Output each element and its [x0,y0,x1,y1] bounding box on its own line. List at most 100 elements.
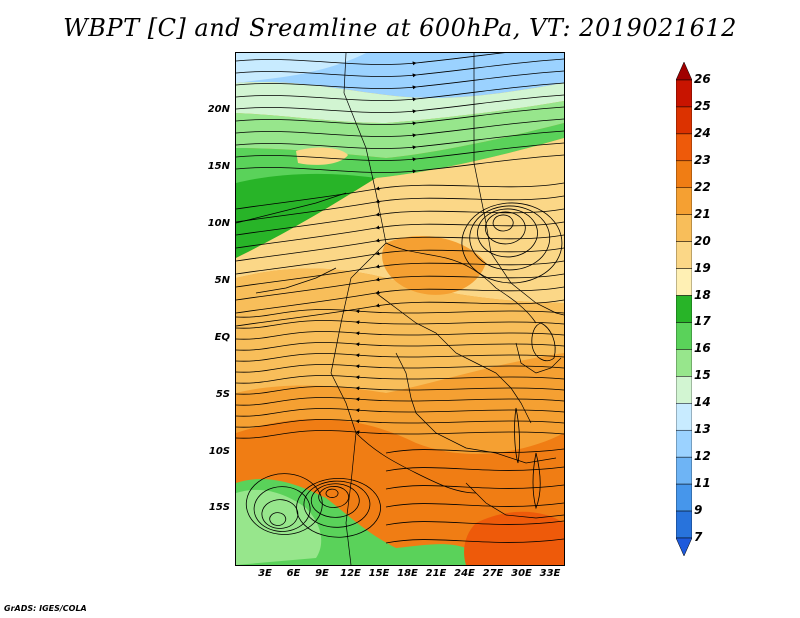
colorbar-segment [676,295,692,323]
streamline [492,214,514,232]
field-red-orange-se [464,511,564,565]
y-axis-label: 10S [208,446,230,457]
y-axis-label: 5S [215,389,230,400]
streamline [236,106,564,126]
colorbar-segment [676,349,692,377]
colorbar-label: 7 [694,530,703,544]
y-axis-label: 10N [207,218,230,229]
streamline [236,299,564,327]
y-axis-label: EQ [214,332,230,343]
field-green-sw-light [236,489,322,565]
colorbar-segment [676,133,692,162]
field-blue-light [236,53,366,83]
lakes [514,322,556,510]
colorbar-label: 20 [694,233,711,248]
streamline [236,154,564,174]
colorbar-segment [676,268,692,296]
x-axis-label: 30E [511,568,532,579]
colorbar-label: 13 [694,422,711,437]
streamline [236,142,564,162]
streamline [236,195,564,223]
streamline [236,130,564,150]
map-svg [236,53,564,565]
streamline [236,331,564,340]
streamline [236,234,564,262]
colorbar-label: 14 [694,395,711,410]
x-axis-label: 15E [368,568,390,579]
streamline [385,520,564,526]
streamline [236,397,564,406]
y-axis-label: 20N [207,104,230,115]
x-axis-label: 27E [482,568,504,579]
colorbar-label: 25 [694,98,711,113]
streamline [318,486,350,508]
colorbar [676,62,692,556]
streamline [236,309,564,318]
country-borders [236,53,564,565]
streamline [236,247,564,275]
streamline [236,273,564,301]
streamline [236,386,564,395]
map-panel [235,52,565,566]
colorbar-segment [676,456,692,485]
colorbar-label: 21 [694,206,711,221]
field-yellow-blob [296,147,348,165]
streamline [236,408,564,417]
streamline [236,70,564,90]
streamline [385,502,564,508]
streamline [236,364,564,373]
colorbar-label: 12 [694,449,711,464]
streamline [484,211,526,245]
field-orange-light [236,268,564,393]
y-axis-label: 15S [208,502,230,513]
streamline [325,488,339,498]
map-title: WBPT [C] and Sreamline at 600hPa, VT: 20… [63,14,737,42]
colorbar-label: 18 [694,287,711,302]
streamline [310,483,360,518]
colorbar-top-arrow [676,62,692,81]
streamline [236,430,564,439]
streamline [477,208,538,258]
colorbar-segment [676,322,692,350]
streamline [469,205,551,271]
colorbar-segment [676,403,692,431]
streamlines [236,53,564,544]
x-axis-label: 33E [539,568,561,579]
colorbar-label: 19 [694,260,711,275]
streamline [385,448,564,454]
colorbar-label: 17 [694,314,711,329]
colorbar-segment [676,106,692,135]
streamline [236,182,564,210]
x-axis-label: 9E [315,568,329,579]
x-axis-label: 24E [454,568,475,579]
streamline [236,82,564,102]
streamline [303,480,371,528]
colorbar-label: 22 [694,179,711,194]
streamline [269,512,287,526]
colorbar-label: 11 [694,476,711,491]
colorbar-label: 26 [694,72,711,86]
x-axis-label: 6E [286,568,301,579]
y-axis-label: 15N [207,161,230,172]
grads-credit: GrADS: IGES/COLA [4,604,87,613]
colorbar-label: 9 [694,503,703,518]
streamline [236,118,564,138]
streamline [236,286,564,314]
streamline [236,353,564,362]
streamline [236,419,564,428]
streamline [461,202,563,284]
streamline [236,94,564,114]
streamline [253,486,311,532]
colorbar-label: 15 [694,368,711,383]
colorbar-segment [676,376,692,404]
streamline [296,478,381,538]
x-axis-label: 18E [397,568,418,579]
x-axis-label: 21E [425,568,447,579]
streamline [236,58,564,78]
streamline [236,342,564,351]
colorbar-bottom-arrow [676,537,692,556]
streamline [385,538,564,544]
streamline [236,260,564,288]
colorbar-segment [676,187,692,215]
wbpt-field [236,53,564,565]
